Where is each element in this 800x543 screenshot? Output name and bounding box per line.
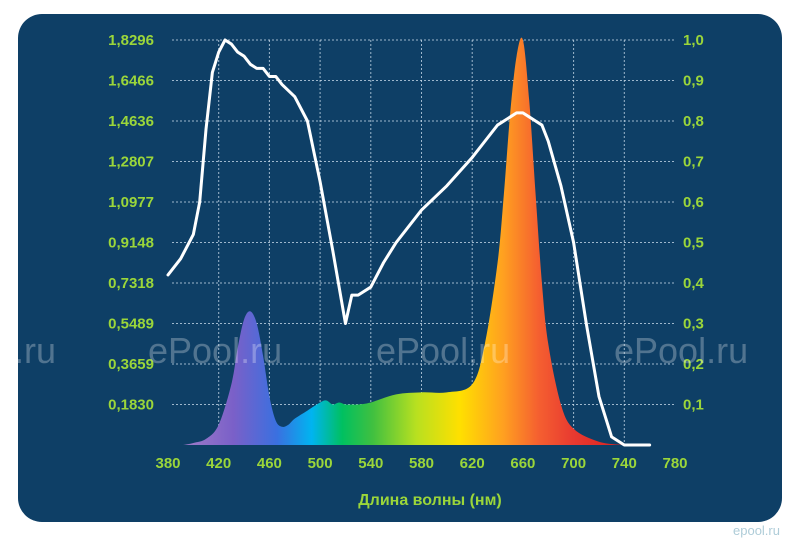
x-tick-label: 580: [409, 455, 434, 472]
x-tick-label: 460: [257, 455, 282, 472]
y-right-tick-label: 0,8: [683, 113, 704, 130]
y-right-tick-label: 1,0: [683, 32, 704, 49]
x-tick-label: 740: [612, 455, 637, 472]
y-left-tick-label: 1,0977: [108, 194, 154, 211]
x-tick-label: 700: [561, 455, 586, 472]
white-curve: [166, 38, 652, 447]
x-tick-label: 780: [662, 455, 687, 472]
watermark-text-1: l.ru: [6, 330, 56, 371]
x-tick-label: 660: [510, 455, 535, 472]
y-left-tick-label: 1,4636: [108, 113, 154, 130]
y-left-tick-label: 0,5489: [108, 315, 154, 332]
x-tick-label: 380: [155, 455, 180, 472]
watermark-text-2: ePool.ru: [148, 330, 282, 371]
y-right-tick-label: 0,1: [683, 397, 704, 414]
y-left-tick-label: 0,9148: [108, 235, 154, 252]
x-tick-label: 540: [358, 455, 383, 472]
x-tick-label: 500: [308, 455, 333, 472]
spectrum-area-layer: [183, 37, 625, 445]
y-left-tick-label: 0,7318: [108, 275, 154, 292]
x-tick-label: 420: [206, 455, 231, 472]
x-axis-label: Длина волны (нм): [358, 492, 502, 509]
y-right-tick-label: 0,9: [683, 73, 704, 90]
y-right-tick-label: 0,2: [683, 356, 704, 373]
y-right-tick-label: 0,6: [683, 194, 704, 211]
x-tick-label: 620: [460, 455, 485, 472]
axes: Длина волны (нм) 380 420 460 500 540 580 620 66…: [108, 32, 704, 509]
y-left-tick-label: 0,1830: [108, 396, 154, 413]
spectrum-area: [183, 37, 625, 445]
y-right-tick-label: 0,4: [683, 275, 705, 292]
watermark-text-4: ePool.ru: [614, 330, 748, 371]
white-line-layer: [166, 38, 652, 447]
y-left-tick-label: 1,6466: [108, 73, 154, 90]
y-left-tick-label: 1,2807: [108, 154, 154, 171]
y-left-tick-label: 1,8296: [108, 32, 154, 49]
y-right-tick-label: 0,3: [683, 316, 704, 333]
watermark-text-3: ePool.ru: [376, 330, 510, 371]
watermark: l.ru ePool.ru ePool.ru ePool.ru epool.ru: [6, 330, 780, 538]
y-right-tick-label: 0,7: [683, 154, 704, 171]
y-right-tick-label: 0,5: [683, 235, 704, 252]
y-left-tick-label: 0,3659: [108, 356, 154, 373]
watermark-corner: epool.ru: [733, 523, 780, 538]
